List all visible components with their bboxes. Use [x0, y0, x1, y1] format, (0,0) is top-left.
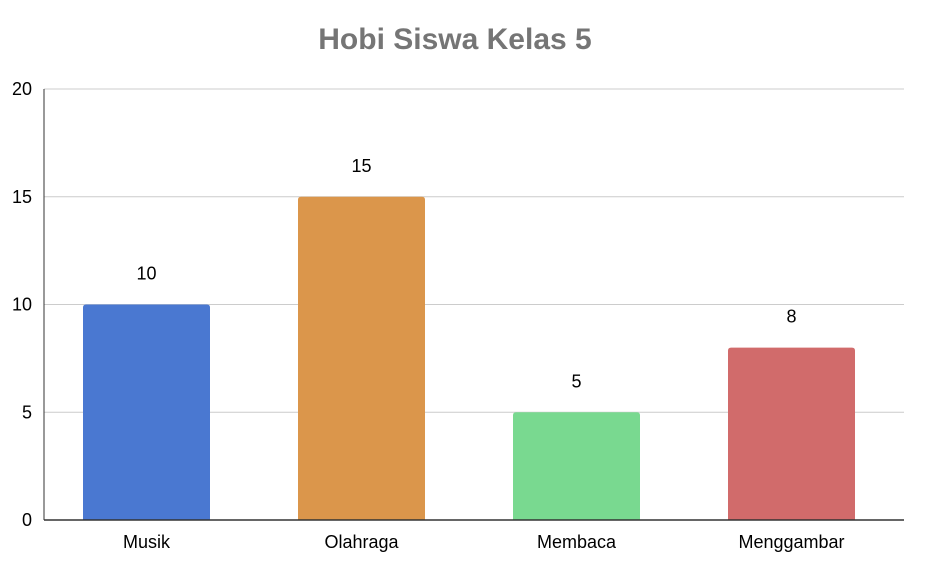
data-labels: 10 15 5 8	[136, 156, 796, 392]
bar-menggambar	[728, 347, 855, 520]
x-tick-label: Olahraga	[324, 532, 399, 552]
x-tick-label: Menggambar	[738, 532, 844, 552]
data-label-olahraga: 15	[351, 156, 371, 176]
x-tick-label: Musik	[123, 532, 171, 552]
y-tick-label: 20	[12, 79, 32, 99]
bar-olahraga	[298, 196, 425, 520]
y-tick-label: 0	[22, 510, 32, 530]
y-tick-label: 5	[22, 402, 32, 422]
axes	[43, 89, 904, 521]
y-tick-label: 15	[12, 187, 32, 207]
data-label-menggambar: 8	[786, 307, 796, 327]
x-tick-label: Membaca	[537, 532, 617, 552]
bar-membaca	[513, 412, 640, 520]
y-axis-ticks: 0 5 10 15 20	[12, 79, 32, 530]
bars	[83, 196, 855, 520]
data-label-musik: 10	[136, 264, 156, 284]
chart-title: Hobi Siswa Kelas 5	[318, 23, 591, 56]
bar-musik	[83, 304, 210, 520]
x-axis-ticks: Musik Olahraga Membaca Menggambar	[123, 532, 845, 552]
y-tick-label: 10	[12, 295, 32, 315]
data-label-membaca: 5	[571, 371, 581, 391]
